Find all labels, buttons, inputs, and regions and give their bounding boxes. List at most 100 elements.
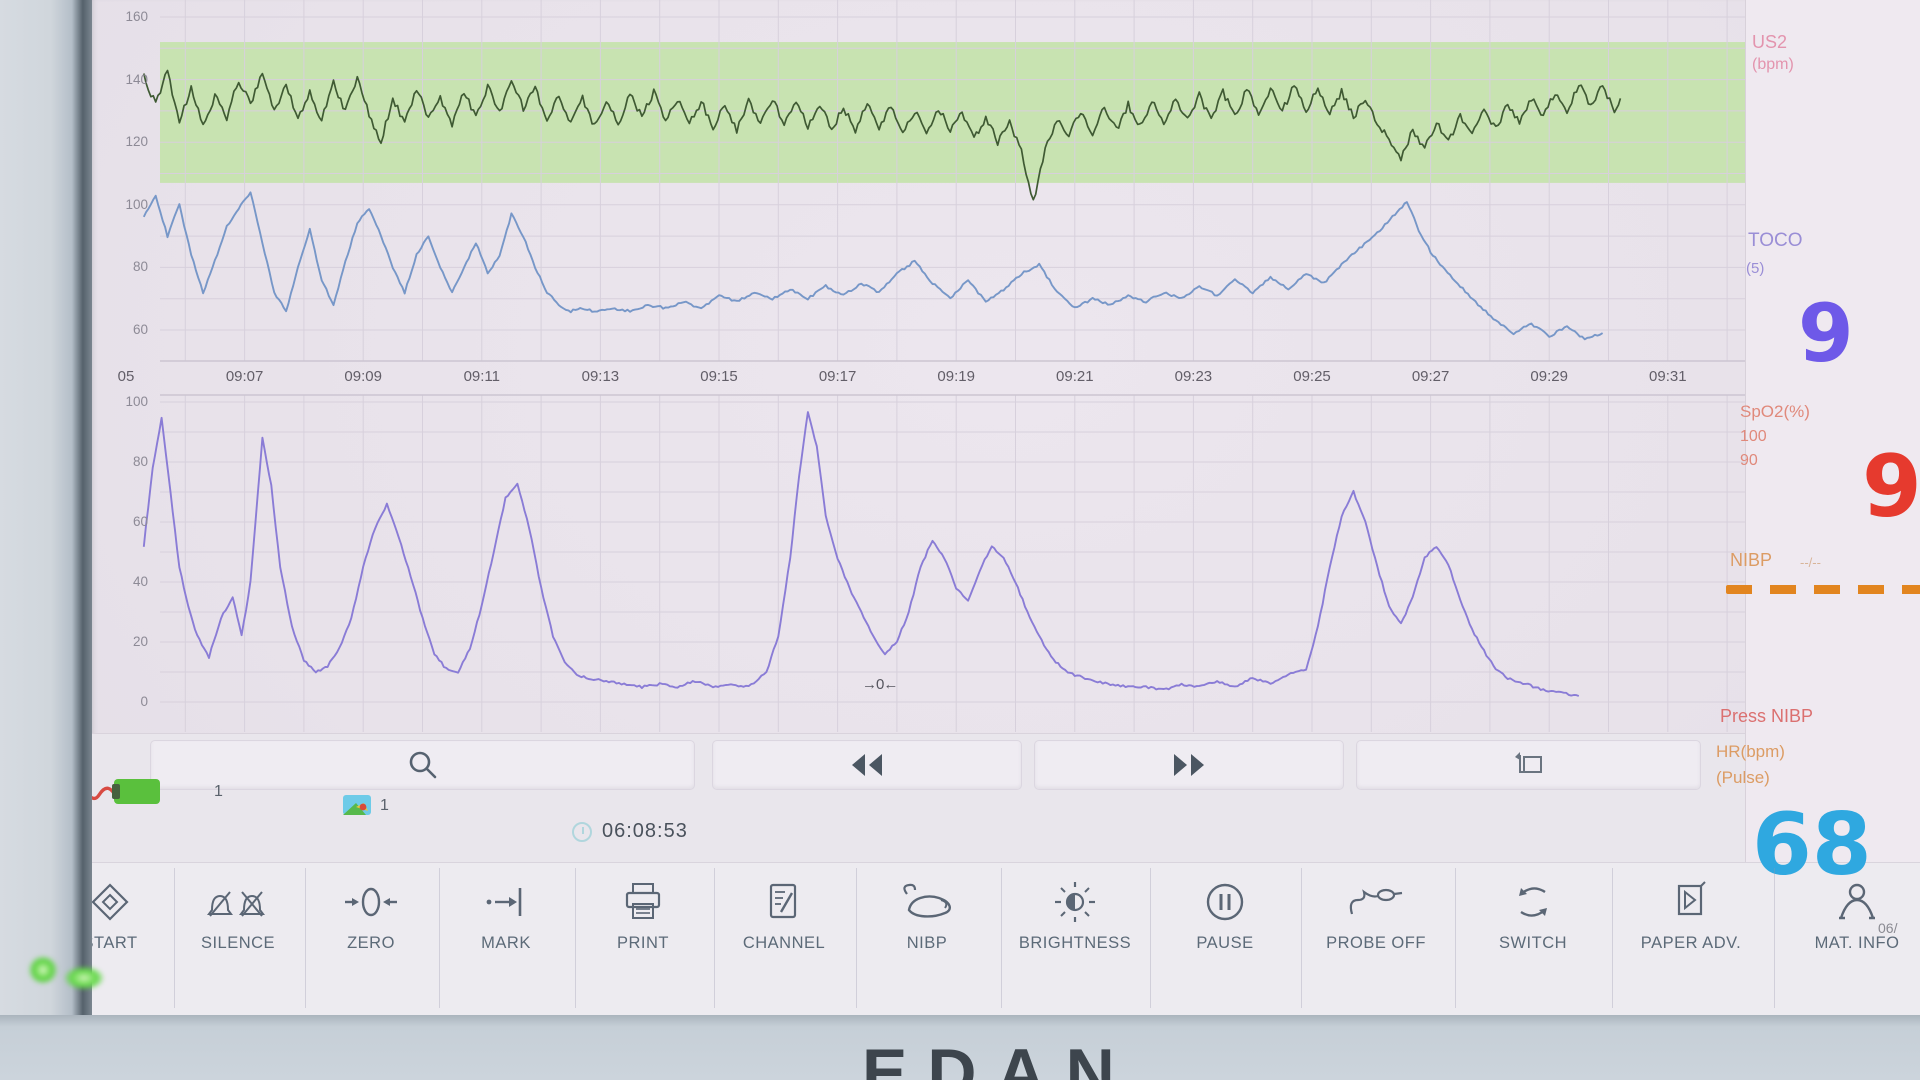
probe-cable-icon bbox=[1344, 876, 1408, 928]
toco-tick: 20 bbox=[132, 634, 148, 649]
toolbar-button-channel[interactable]: CHANNEL bbox=[709, 866, 859, 1012]
toolbar-button-mat-info[interactable]: MAT. INFO bbox=[1782, 866, 1920, 1012]
press-nibp-label: Press NIBP bbox=[1720, 706, 1814, 726]
toolbar-divider bbox=[1612, 868, 1613, 1008]
toolbar-button-paper-adv[interactable]: PAPER ADV. bbox=[1616, 866, 1766, 1012]
hr-sub: (Pulse) bbox=[1716, 768, 1770, 787]
fhr-tick: 160 bbox=[125, 9, 148, 24]
fhr-tick: 100 bbox=[125, 196, 148, 212]
page-flip-icon bbox=[1514, 752, 1542, 773]
spo2-limit-high: 100 bbox=[1740, 428, 1767, 445]
time-tick: 09:13 bbox=[581, 368, 620, 385]
toolbar-button-zero[interactable]: ZERO bbox=[296, 866, 446, 1012]
nibp-dashed-line bbox=[1726, 585, 1920, 594]
toolbar-divider bbox=[1300, 868, 1302, 1008]
time-tick: 09:27 bbox=[1411, 368, 1450, 385]
toco-tick: 80 bbox=[132, 454, 148, 469]
fhr-normal-band bbox=[160, 42, 1745, 183]
spo2-value: 9 bbox=[1862, 437, 1920, 537]
toolbar-divider bbox=[713, 868, 715, 1008]
toolbar-divider bbox=[1150, 868, 1151, 1008]
us2-unit: (bpm) bbox=[1752, 56, 1794, 73]
toolbar-divider bbox=[438, 868, 440, 1008]
toco-tick: 100 bbox=[125, 394, 148, 409]
toco-label: TOCO bbox=[1748, 230, 1803, 251]
start-icon bbox=[88, 876, 132, 928]
toolbar-button-switch[interactable]: SWITCH bbox=[1458, 866, 1608, 1012]
toolbar-button-label: PAPER ADV. bbox=[1640, 934, 1742, 952]
hr-value: 68 bbox=[1752, 795, 1872, 895]
toolbar-button-silence[interactable]: SILENCE bbox=[163, 866, 313, 1012]
fhr-tick: 120 bbox=[125, 134, 148, 150]
toco-trace bbox=[142, 411, 1580, 697]
time-tick: 09:15 bbox=[700, 368, 738, 385]
toolbar-button-label: PROBE OFF bbox=[1326, 934, 1426, 952]
toolbar-divider bbox=[1774, 868, 1775, 1008]
status-led bbox=[64, 966, 104, 990]
toco-zero-annotation: →0← bbox=[862, 676, 898, 693]
toolbar-button-brightness[interactable]: BRIGHTNESS bbox=[1000, 866, 1150, 1012]
toolbar-divider bbox=[1001, 868, 1002, 1008]
time-tick: 09:07 bbox=[225, 368, 264, 385]
event-photo-icon bbox=[343, 795, 371, 815]
brightness-icon bbox=[1049, 876, 1101, 928]
time-tick: 09:19 bbox=[937, 368, 975, 385]
channel-doc-icon bbox=[761, 876, 807, 928]
brand-logo: EDAN bbox=[862, 1035, 1135, 1080]
toolbar-button-label: ZERO bbox=[347, 934, 395, 952]
toolbar-button-mark[interactable]: MARK bbox=[431, 866, 581, 1012]
nibp-label: NIBP bbox=[1730, 550, 1773, 570]
paper-advance-icon bbox=[1667, 876, 1715, 928]
toolbar-button-pause[interactable]: PAUSE bbox=[1150, 866, 1300, 1012]
toolbar-divider bbox=[574, 868, 576, 1008]
toolbar-button-label: MARK bbox=[481, 934, 531, 952]
toolbar-button-label: START bbox=[82, 934, 138, 952]
us2-label: US2 bbox=[1752, 32, 1788, 52]
time-tick: 09:25 bbox=[1293, 368, 1331, 385]
hr-label: HR(bpm) bbox=[1716, 742, 1785, 761]
spo2-limit-low: 90 bbox=[1740, 452, 1758, 469]
magnifier-icon bbox=[409, 751, 436, 779]
spo2-label: SpO2(%) bbox=[1740, 402, 1810, 421]
probe-count: 1 bbox=[214, 783, 223, 800]
toolbar-button-start[interactable]: START bbox=[35, 866, 185, 1012]
recording-time: 06:08:53 bbox=[602, 820, 688, 842]
toolbar-divider bbox=[304, 868, 306, 1008]
rewind-bar[interactable] bbox=[712, 740, 1022, 790]
fast-forward-icon bbox=[1174, 754, 1204, 776]
clock-icon bbox=[572, 822, 592, 842]
bottom-toolbar bbox=[92, 862, 1920, 1015]
toolbar-button-label: SILENCE bbox=[200, 934, 276, 952]
time-tick: 09:17 bbox=[818, 368, 857, 385]
toco-value: 9 bbox=[1798, 287, 1854, 380]
person-icon bbox=[1831, 876, 1883, 928]
time-tick: 09:29 bbox=[1530, 368, 1568, 385]
page-review-bar[interactable] bbox=[1356, 740, 1701, 790]
time-tick: 09:31 bbox=[1649, 368, 1687, 385]
toolbar-button-label: NIBP bbox=[906, 934, 948, 952]
vitals-panel bbox=[1745, 0, 1920, 862]
time-tick: 09:11 bbox=[463, 368, 501, 385]
pause-circle-icon bbox=[1201, 876, 1249, 928]
toolbar-button-print[interactable]: PRINT bbox=[568, 866, 718, 1012]
fhr-tick: 80 bbox=[132, 259, 148, 275]
toolbar-button-nibp[interactable]: NIBP bbox=[852, 866, 1002, 1012]
toolbar-divider bbox=[1454, 868, 1456, 1008]
power-led bbox=[28, 956, 58, 984]
toolbar-button-label: MAT. INFO bbox=[1814, 934, 1900, 952]
switch-arrows-icon bbox=[1507, 876, 1559, 928]
time-tick: 09:09 bbox=[344, 368, 382, 385]
toolbar-button-probe-off[interactable]: PROBE OFF bbox=[1301, 866, 1451, 1012]
printer-icon bbox=[620, 876, 666, 928]
battery-icon bbox=[112, 779, 160, 804]
time-tick: 09:23 bbox=[1174, 368, 1213, 385]
zero-icon bbox=[341, 876, 401, 928]
zoom-bar[interactable] bbox=[150, 740, 695, 790]
time-tick: 09:21 bbox=[1056, 368, 1094, 385]
toolbar-button-label: PRINT bbox=[617, 934, 669, 952]
fhr-trace bbox=[142, 69, 1622, 201]
toolbar-button-label: CHANNEL bbox=[742, 934, 826, 952]
time-tick: 05 bbox=[117, 368, 135, 385]
fast-forward-bar[interactable] bbox=[1034, 740, 1344, 790]
